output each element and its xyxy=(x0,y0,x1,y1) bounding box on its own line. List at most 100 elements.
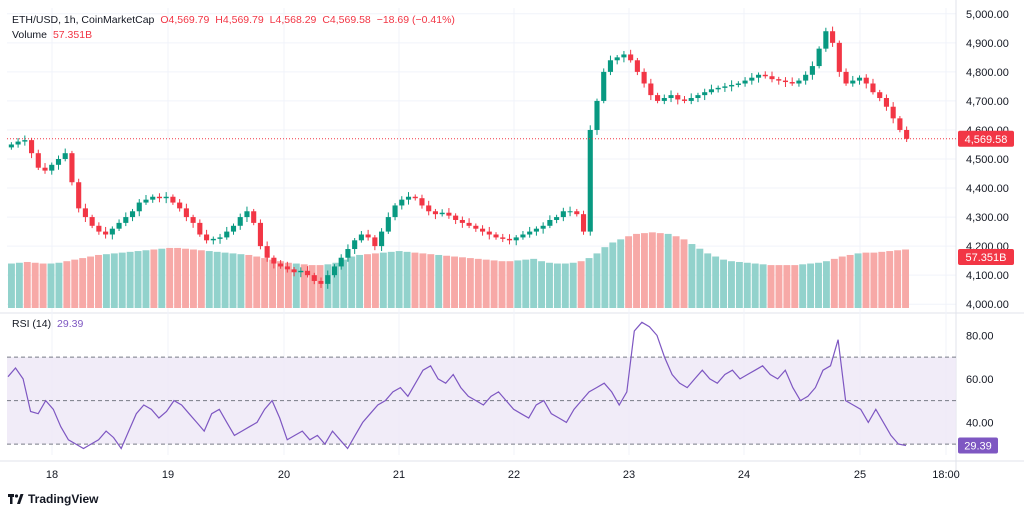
last-price-badge-label: 4,569.58 xyxy=(965,134,1008,146)
rsi-band xyxy=(7,357,956,445)
volume-bar xyxy=(15,262,23,308)
candle-body xyxy=(311,275,317,281)
volume-bar xyxy=(292,263,300,308)
volume-bar xyxy=(878,251,886,308)
price-tick-label: 4,400.00 xyxy=(966,183,1009,195)
volume-bar xyxy=(807,263,815,308)
candle-body xyxy=(634,60,640,72)
volume-bar xyxy=(269,259,277,308)
volume-bar xyxy=(617,239,625,308)
candle-body xyxy=(304,270,311,276)
candle-body xyxy=(601,71,607,101)
candle-body xyxy=(29,140,35,154)
candle-body xyxy=(204,234,210,241)
candle-body xyxy=(621,54,627,58)
volume-bar xyxy=(253,256,261,308)
volume-bar xyxy=(31,262,39,308)
volume-bar xyxy=(680,239,688,308)
volume-bar xyxy=(759,264,767,308)
time-tick-label: 25 xyxy=(854,469,866,481)
candle-body xyxy=(69,153,75,183)
candle-body xyxy=(863,77,869,84)
price-tick-label: 4,300.00 xyxy=(966,212,1009,224)
volume-bar xyxy=(340,259,348,308)
volume-bar xyxy=(514,260,522,308)
volume-bar xyxy=(466,258,474,308)
candle-body xyxy=(163,196,169,199)
volume-bar xyxy=(648,232,656,308)
candle-body xyxy=(55,159,62,165)
candle-body xyxy=(466,222,472,226)
volume-bar xyxy=(87,256,95,308)
candle-body xyxy=(278,263,284,267)
volume-value: 57.351B xyxy=(52,29,93,41)
volume-badge xyxy=(958,249,1014,265)
volume-bar xyxy=(656,233,664,308)
volume-bar xyxy=(118,252,126,308)
candle-body xyxy=(284,266,290,270)
volume-bar xyxy=(561,263,569,308)
volume-bar xyxy=(751,263,759,308)
volume-bar xyxy=(63,261,71,308)
volume-bar xyxy=(71,259,79,308)
candle-body xyxy=(493,234,499,238)
volume-bar xyxy=(110,253,118,308)
candle-body xyxy=(76,182,82,209)
candle-body xyxy=(762,74,768,77)
candle-body xyxy=(648,83,654,96)
candle-body xyxy=(379,231,385,247)
volume-bar xyxy=(902,249,909,308)
candle-body xyxy=(82,208,88,218)
brand-name: TradingView xyxy=(28,492,99,506)
candle-body xyxy=(641,71,647,84)
candle-body xyxy=(345,249,351,258)
volume-bar xyxy=(696,248,704,308)
volume-bar xyxy=(308,265,316,308)
volume-bar xyxy=(672,236,680,308)
volume-bar xyxy=(174,247,182,308)
candle-body xyxy=(749,77,755,81)
candle-body xyxy=(809,66,815,75)
volume-bar xyxy=(538,261,546,308)
volume-bar xyxy=(348,256,356,308)
volume-bar xyxy=(23,261,31,308)
candle-body xyxy=(742,80,748,84)
candle-body xyxy=(103,231,109,235)
candle-body xyxy=(15,141,21,145)
ohlc-legend: ETH/USD, 1h, CoinMarketCap O4,569.79 H4,… xyxy=(12,14,455,26)
candle-body xyxy=(547,219,553,226)
rsi-badge-label: 29.39 xyxy=(964,440,992,452)
volume-bar xyxy=(743,262,751,308)
rsi-tick-label: 60.00 xyxy=(966,374,994,386)
volume-bar xyxy=(395,251,403,308)
volume-bar xyxy=(482,259,490,308)
tradingview-logo[interactable]: TradingView xyxy=(8,492,98,506)
candle-body xyxy=(506,238,513,241)
candle-body xyxy=(291,269,297,273)
candle-body xyxy=(49,164,55,171)
candle-body xyxy=(62,153,68,159)
candle-body xyxy=(702,92,708,96)
volume-bar xyxy=(182,248,189,308)
price-tick-label: 4,900.00 xyxy=(966,38,1009,50)
candle-body xyxy=(567,211,573,213)
volume-bar xyxy=(79,258,87,308)
volume-bar xyxy=(664,233,672,308)
candle-body xyxy=(446,212,452,216)
volume-bar xyxy=(237,254,245,308)
volume-bar xyxy=(735,261,743,308)
candle-body xyxy=(136,202,142,212)
candle-body xyxy=(776,79,782,81)
candle-body xyxy=(513,237,519,241)
tradingview-logo-icon xyxy=(8,493,24,504)
candle-body xyxy=(123,217,129,223)
candle-body xyxy=(190,217,196,223)
volume-bar xyxy=(419,253,427,308)
candle-body xyxy=(836,42,842,72)
volume-bar xyxy=(633,233,640,308)
volume-bar xyxy=(609,242,617,308)
candle-body xyxy=(210,238,216,241)
candle-body xyxy=(796,80,802,84)
volume-bar xyxy=(712,256,720,308)
